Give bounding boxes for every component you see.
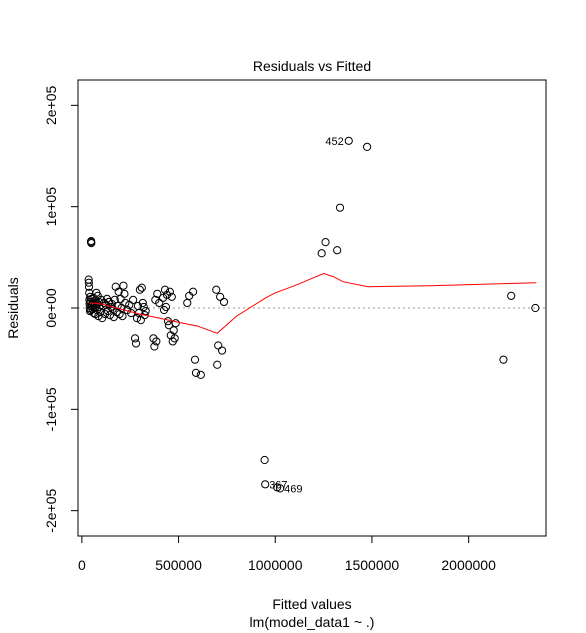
data-point: [216, 292, 225, 301]
data-point: [138, 298, 147, 308]
data-point: [88, 298, 98, 308]
data-point: [335, 203, 345, 212]
model-formula-label: lm(model_data1 ~ .): [250, 614, 375, 630]
data-point: [132, 314, 142, 323]
data-point: [94, 297, 103, 307]
data-point: [213, 360, 222, 369]
data-point: [155, 298, 164, 308]
data-point: [275, 484, 285, 493]
data-point: [260, 455, 269, 465]
data-point: [119, 281, 128, 290]
data-point: [101, 300, 111, 310]
x-tick-label: 0: [78, 557, 86, 573]
chart-title: Residuals vs Fitted: [253, 58, 371, 74]
y-axis: -2e+05 -1e+05 0e+00 1e+05 2e+05: [43, 85, 79, 533]
point-annotation: 367: [269, 479, 287, 491]
y-tick-label: 0e+00: [43, 288, 59, 328]
data-point: [363, 142, 372, 151]
data-point: [120, 289, 129, 298]
data-point: [137, 283, 146, 292]
residual-points: [84, 136, 540, 493]
data-point: [190, 355, 200, 364]
y-tick-label: 2e+05: [43, 85, 59, 125]
data-point: [162, 290, 172, 299]
x-tick-label: 1500000: [345, 557, 400, 573]
x-tick-label: 2000000: [441, 557, 496, 573]
y-axis-label: Residuals: [5, 277, 21, 338]
data-point: [185, 291, 194, 300]
data-point: [188, 287, 198, 296]
data-point: [160, 285, 170, 294]
data-point: [150, 342, 159, 351]
data-point: [214, 341, 223, 350]
y-tick-label: -1e+05: [43, 387, 59, 431]
data-point: [317, 249, 326, 258]
point-annotation: 469: [284, 483, 302, 495]
data-point: [165, 287, 174, 296]
data-point: [130, 334, 140, 343]
x-axis-label: Fitted values: [272, 596, 351, 612]
data-point: [161, 302, 171, 312]
data-point: [113, 301, 122, 311]
data-point: [100, 298, 109, 308]
data-point: [84, 282, 94, 291]
data-point: [344, 136, 353, 145]
x-tick-label: 500000: [155, 557, 202, 573]
point-annotation: 452: [325, 136, 343, 148]
data-point: [84, 278, 93, 287]
data-point: [219, 297, 229, 307]
data-point: [153, 289, 162, 298]
data-point: [107, 299, 116, 309]
x-tick-label: 1000000: [248, 557, 303, 573]
data-point: [321, 238, 330, 247]
data-point: [131, 339, 141, 348]
data-point: [217, 346, 227, 355]
data-point: [167, 292, 176, 301]
data-point: [141, 306, 150, 316]
y-tick-label: 1e+05: [43, 187, 59, 227]
data-point: [87, 239, 96, 248]
data-point: [507, 291, 516, 300]
data-point: [333, 246, 342, 255]
data-point: [212, 285, 221, 294]
data-point: [140, 310, 149, 320]
data-point: [118, 312, 127, 321]
data-point: [171, 319, 180, 328]
data-point: [149, 334, 158, 343]
data-point: [136, 316, 145, 325]
data-point: [135, 285, 144, 294]
data-point: [139, 302, 148, 312]
data-point: [125, 300, 134, 310]
data-point: [116, 294, 125, 303]
data-point: [499, 355, 508, 364]
data-point: [191, 368, 201, 377]
data-point: [152, 337, 161, 346]
data-point: [196, 370, 205, 379]
smooth-trend-line: [89, 272, 537, 334]
y-tick-label: -2e+05: [43, 488, 59, 532]
data-point: [129, 295, 138, 304]
data-point: [183, 298, 192, 308]
data-point: [170, 334, 179, 343]
data-point: [100, 309, 110, 319]
x-axis: 0 500000 1000000 1500000 2000000: [78, 535, 496, 573]
data-point: [531, 303, 540, 313]
data-point: [98, 314, 107, 323]
data-point: [103, 306, 113, 316]
data-point: [261, 480, 270, 489]
